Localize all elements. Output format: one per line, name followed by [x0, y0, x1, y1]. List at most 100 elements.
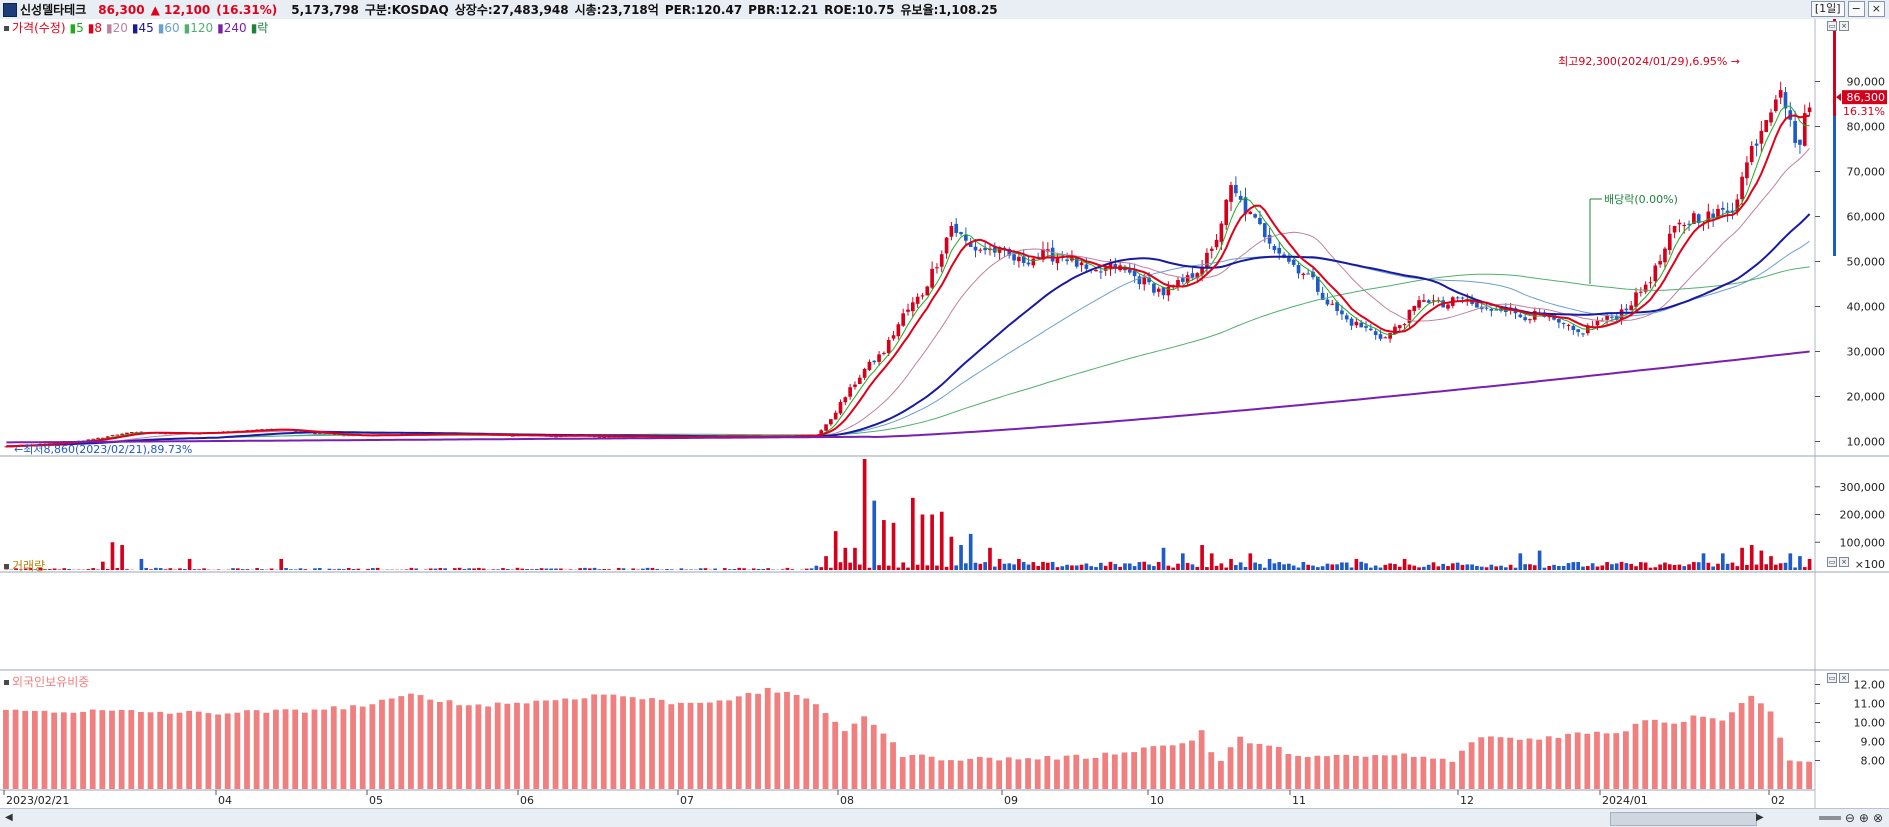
candle-body	[1518, 315, 1522, 317]
zoom-slider-icon[interactable]: ═══	[1819, 811, 1841, 825]
candle-body	[1051, 248, 1055, 262]
volume-bar	[1229, 559, 1233, 570]
volume-bar	[1653, 567, 1657, 570]
volume-bar	[848, 563, 852, 570]
volume-bar	[1258, 564, 1262, 570]
volume-bar	[1282, 564, 1286, 570]
zoom-in-icon[interactable]: ⊕	[1859, 811, 1869, 825]
candle-body	[978, 250, 982, 251]
app-icon[interactable]	[3, 3, 17, 17]
foreign-bar	[283, 709, 289, 789]
zoom-out-icon[interactable]: ⊖	[1845, 811, 1855, 825]
foreign-bar	[389, 698, 395, 789]
volume-bar	[1075, 565, 1079, 570]
foreign-bar	[649, 698, 655, 789]
volume-bar	[1562, 566, 1566, 570]
foreign-bar	[842, 731, 848, 789]
volume-bar	[1441, 564, 1445, 570]
foreign-bar	[1025, 758, 1031, 789]
volume-bar	[737, 568, 741, 570]
volume-legend-label: 거래량	[12, 559, 45, 573]
foreign-bar	[485, 706, 491, 789]
foreign-bar	[1401, 753, 1407, 789]
candle-body	[1326, 299, 1330, 304]
volume-panel-close[interactable]: ×	[1839, 557, 1849, 567]
volume-bar	[974, 563, 978, 570]
volume-bar	[549, 569, 553, 570]
volume-bar	[1735, 566, 1739, 570]
candle-body	[906, 310, 910, 312]
foreign-bar	[1353, 756, 1359, 789]
foreign-bar	[495, 703, 501, 789]
volume-bar	[1205, 567, 1209, 570]
volume-bar	[843, 548, 847, 570]
volume-bar	[482, 569, 486, 570]
foreign-bar	[1430, 759, 1436, 789]
candle-body	[1210, 249, 1214, 251]
scroll-right-icon[interactable]: ▶	[1756, 812, 1764, 823]
float-ratio: 유보율:1,108.25	[901, 1, 998, 18]
price-panel-controls: ▭ ×	[1827, 21, 1849, 31]
minimize-button[interactable]: −	[1848, 1, 1865, 17]
volume-panel-minimize[interactable]: ▭	[1827, 557, 1837, 567]
volume-bar	[467, 568, 471, 570]
volume-bar	[1490, 565, 1494, 570]
period-button[interactable]: [1일]	[1811, 1, 1845, 17]
price-panel-minimize[interactable]: ▭	[1827, 21, 1837, 31]
foreign-bar	[900, 757, 906, 789]
close-button[interactable]: ×	[1868, 1, 1885, 17]
foreign-bar	[1073, 755, 1079, 789]
volume-bar	[1769, 556, 1773, 570]
candle-body	[930, 269, 934, 288]
volume-bar	[506, 569, 510, 570]
foreign-panel-minimize[interactable]: ▭	[1827, 673, 1837, 683]
candle-body	[1162, 287, 1166, 295]
x-tick-label: 2023/02/21	[6, 794, 69, 807]
price-legend-item: ▮45	[132, 21, 154, 35]
volume-bar	[1321, 566, 1325, 570]
volume-bar	[1003, 564, 1007, 570]
foreign-bar	[196, 712, 202, 789]
x-tick-label: 06	[520, 794, 534, 807]
foreign-legend-label: 외국인보유비중	[12, 675, 89, 689]
pbr-value: PBR:12.21	[748, 3, 818, 17]
volume-bar	[742, 568, 746, 570]
foreign-bar	[476, 704, 482, 789]
volume-bar	[496, 569, 500, 570]
scroll-left-icon[interactable]: ◀	[5, 812, 13, 823]
foreign-bar	[292, 710, 298, 789]
volume-bar	[1176, 564, 1180, 570]
scroll-thumb[interactable]	[1610, 812, 1757, 826]
foreign-bar	[1334, 755, 1340, 789]
price-legend-item: ▮5	[70, 21, 84, 35]
volume-bar	[1306, 565, 1310, 570]
candle-body	[1649, 282, 1653, 283]
stock-chart[interactable]: 10,00020,00030,00040,00050,00060,00070,0…	[0, 19, 1889, 808]
foreign-bar	[774, 693, 780, 789]
x-tick-label: 2024/01	[1602, 794, 1648, 807]
candle-body	[1427, 300, 1431, 303]
volume-bar	[1509, 565, 1513, 570]
candle-body	[897, 324, 901, 336]
price-panel-close[interactable]: ×	[1839, 21, 1849, 31]
volume-bar	[1297, 568, 1301, 570]
foreign-bar	[128, 710, 134, 789]
volume-bar	[1615, 563, 1619, 570]
zoom-reset-icon[interactable]: ⊗	[1873, 811, 1883, 825]
foreign-bar	[360, 707, 366, 789]
candle-body	[940, 254, 944, 266]
x-tick-label: 11	[1292, 794, 1306, 807]
candle-body	[1557, 319, 1561, 322]
candle-body	[96, 438, 100, 439]
volume-bar	[1687, 564, 1691, 570]
volume-bar	[897, 568, 901, 570]
candle-body	[1340, 310, 1344, 314]
foreign-bar	[1363, 757, 1369, 789]
x-tick-label: 12	[1460, 794, 1474, 807]
volume-bar	[1485, 567, 1489, 570]
volume-bar	[1142, 562, 1146, 570]
foreign-panel-close[interactable]: ×	[1839, 673, 1849, 683]
bottom-scrollbar[interactable]: ◀ ▶ ═══ ⊖ ⊕ ⊗	[0, 808, 1889, 827]
candle-body	[115, 435, 119, 436]
candle-body	[921, 295, 925, 296]
